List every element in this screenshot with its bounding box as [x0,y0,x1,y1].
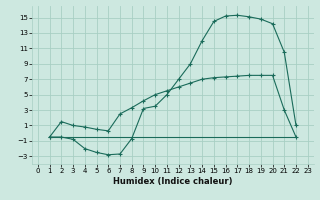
X-axis label: Humidex (Indice chaleur): Humidex (Indice chaleur) [113,177,233,186]
